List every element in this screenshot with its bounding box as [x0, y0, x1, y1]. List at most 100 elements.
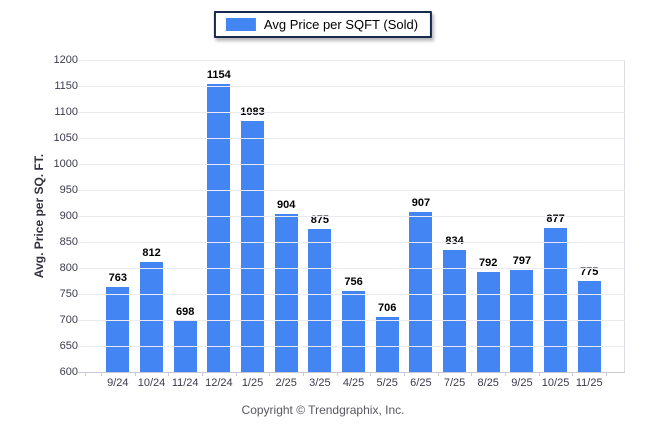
- gridline: [78, 268, 625, 269]
- y-tick-label: 900: [59, 210, 78, 222]
- x-tick-mark: [235, 372, 237, 376]
- gridline: [78, 138, 625, 139]
- bar: [140, 261, 163, 372]
- x-tick-mark: [505, 372, 506, 376]
- gridline: [78, 242, 625, 243]
- x-tick-label: 9/24: [107, 377, 129, 389]
- x-tick-label: 11/25: [575, 377, 603, 389]
- x-tick-mark: [572, 372, 574, 376]
- bar: [241, 120, 265, 372]
- bar-group-1-25: 1083: [236, 60, 270, 372]
- gridline: [78, 164, 625, 165]
- bar-value-label: 756: [344, 275, 363, 288]
- bar-group-6-25: 907: [404, 60, 438, 372]
- y-tick-label: 850: [59, 236, 78, 248]
- x-tick-label: 1/25: [241, 377, 264, 389]
- y-tick-label: 1100: [54, 106, 78, 118]
- legend-swatch-icon: [225, 18, 256, 31]
- bar-series: 763 812 698 1154 1083 904 875 756 706 907 834 792 79…: [85, 60, 625, 372]
- x-tick-mark: [168, 372, 170, 376]
- bar-group-9-24: 763: [101, 60, 135, 372]
- x-tick-label: 10/25: [541, 377, 570, 389]
- gridline: [78, 216, 625, 217]
- footer-copyright: Copyright © Trendgraphix, Inc.: [241, 403, 405, 417]
- x-tick-label: 10/24: [137, 377, 166, 389]
- bar-value-label: 875: [310, 214, 330, 226]
- bar-value-label: 706: [378, 301, 397, 314]
- x-tick-label: 3/25: [309, 377, 331, 389]
- y-tick-label: 800: [59, 262, 78, 274]
- bar-group-8-25: 792: [471, 60, 505, 372]
- bar-value-label: 698: [176, 306, 195, 318]
- bar-group-2-25: 904: [269, 60, 303, 372]
- bar-group-12-24: 1154: [202, 60, 236, 372]
- gridline: [78, 86, 625, 87]
- x-tick-mark: [269, 372, 271, 376]
- bar-value-label: 834: [445, 235, 463, 247]
- y-tick-label: 950: [59, 184, 78, 196]
- x-tick-label: 6/25: [410, 377, 432, 389]
- x-tick-mark: [85, 372, 86, 376]
- bar: [274, 213, 298, 372]
- bar: [375, 316, 399, 372]
- gridline: [78, 294, 625, 295]
- x-tick-label: 12/24: [205, 377, 233, 389]
- gridline: [78, 320, 625, 321]
- y-tick-label: 650: [59, 340, 78, 352]
- bar: [342, 290, 366, 372]
- bar-value-label: 907: [411, 197, 431, 210]
- y-tick-label: 1200: [53, 54, 78, 66]
- y-tick-label: 1150: [54, 80, 78, 92]
- bar-group-7-25: 834: [438, 60, 472, 372]
- bar-value-label: 1083: [240, 105, 265, 118]
- bar-group-3-25: 875: [303, 60, 337, 372]
- x-tick-mark: [437, 372, 439, 376]
- bar-group-5-25: 706: [370, 60, 404, 372]
- y-tick-label: 750: [59, 288, 78, 300]
- x-tick-label: 2/25: [275, 377, 297, 389]
- gridline: [78, 112, 625, 113]
- bar-value-label: 904: [277, 198, 296, 211]
- bar-value-label: 877: [546, 213, 565, 225]
- bar-value-label: 763: [108, 272, 128, 285]
- y-tick-label: 700: [59, 314, 78, 326]
- x-tick-mark: [336, 372, 338, 376]
- gridline: [78, 60, 625, 61]
- gridline: [78, 190, 625, 191]
- bar: [207, 83, 231, 372]
- plot-area: 763 812 698 1154 1083 904 875 756 706 907 834 792 79…: [78, 60, 625, 376]
- gridline: [78, 346, 625, 347]
- bar-value-label: 797: [512, 254, 532, 267]
- bar: [106, 287, 130, 372]
- x-tick-mark: [202, 372, 203, 376]
- x-tick-mark: [101, 372, 102, 376]
- x-tick-mark: [538, 372, 540, 376]
- bar-value-label: 812: [142, 246, 161, 259]
- x-tick-mark: [471, 372, 473, 376]
- x-tick-label: 8/25: [477, 377, 499, 389]
- bar: [544, 228, 568, 372]
- bar: [409, 212, 433, 372]
- y-tick-label: 600: [59, 366, 78, 378]
- x-tick-label: 9/25: [511, 377, 533, 389]
- x-tick-mark: [606, 372, 607, 376]
- x-tick-label: 7/25: [443, 377, 466, 389]
- y-tick-label: 1050: [53, 132, 78, 144]
- bar-value-label: 1154: [206, 68, 231, 81]
- bar-group-10-24: 812: [135, 60, 169, 372]
- bar: [308, 229, 332, 372]
- x-tick-mark: [134, 372, 136, 376]
- gridline: [78, 372, 625, 373]
- x-tick-mark: [404, 372, 405, 376]
- x-tick-mark: [370, 372, 372, 376]
- x-tick-label: 5/25: [376, 377, 398, 389]
- chart-legend: Avg Price per SQFT (Sold): [213, 11, 433, 38]
- x-tick-label: 4/25: [342, 377, 365, 389]
- bar-value-label: 792: [479, 257, 498, 270]
- y-tick-label: 1000: [53, 158, 78, 170]
- y-axis-tick-labels: 1200 1150 1100 1050 1000 950 900 850 800 750 700 65…: [0, 54, 78, 378]
- bar: [577, 281, 601, 372]
- bar-group-11-25: 775: [572, 60, 606, 372]
- x-axis-tick-labels: 9/24 10/24 11/24 12/24 1/25 2/25 3/25 4/25 5/25 6…: [85, 377, 625, 389]
